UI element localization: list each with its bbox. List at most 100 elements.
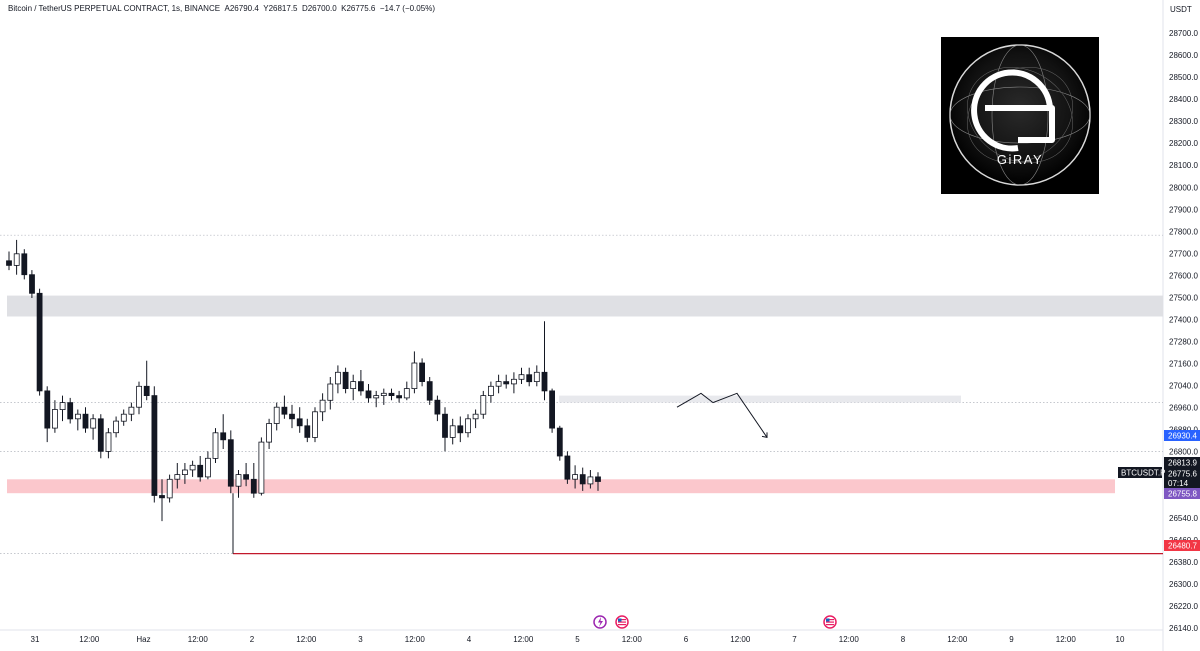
time-tick-label: 9	[1009, 635, 1014, 644]
price-tick-label: 27040.0	[1169, 382, 1198, 391]
candle	[357, 370, 364, 396]
candle	[120, 409, 127, 426]
candle	[373, 390, 380, 408]
time-tick-label: 4	[467, 635, 472, 644]
price-tick-label: 27700.0	[1169, 249, 1198, 258]
candle	[174, 463, 181, 489]
candle	[128, 402, 135, 422]
candle	[419, 358, 426, 387]
candle	[220, 414, 227, 449]
candle	[243, 463, 250, 487]
svg-text:26755.8: 26755.8	[1168, 490, 1197, 499]
price-axis-currency: USDT	[1170, 5, 1192, 14]
symbol-title[interactable]: Bitcoin / TetherUS PERPETUAL CONTRACT, 1…	[8, 4, 221, 13]
candle	[75, 409, 81, 431]
candle	[518, 367, 525, 384]
candle	[136, 381, 143, 415]
candle	[82, 407, 89, 433]
candle	[151, 386, 158, 503]
candle	[587, 470, 594, 489]
price-tick-label: 26540.0	[1169, 514, 1198, 523]
candle	[426, 377, 433, 405]
candle	[6, 251, 12, 271]
candle	[258, 437, 265, 496]
svg-text:GiRAY: GiRAY	[997, 152, 1043, 167]
time-tick-label: 12:00	[405, 635, 426, 644]
candles	[6, 239, 601, 522]
candle	[105, 428, 112, 459]
us-flag-event-icon-2[interactable]	[823, 615, 837, 629]
candle	[510, 372, 517, 394]
price-tick-label: 28300.0	[1169, 117, 1198, 126]
candle	[388, 388, 395, 401]
candle	[434, 395, 441, 422]
time-tick-label: 12:00	[79, 635, 100, 644]
time-tick-label: 12:00	[1056, 635, 1077, 644]
candle	[526, 367, 533, 387]
time-tick-label: 10	[1116, 635, 1125, 644]
candle	[273, 402, 280, 431]
giray-logo: GiRAY	[941, 37, 1099, 194]
time-tick-label: 7	[792, 635, 797, 644]
candle	[181, 463, 188, 484]
price-tick-label: 27800.0	[1169, 227, 1198, 236]
ohlc-close: K26775.6	[341, 4, 376, 13]
candle	[595, 472, 601, 491]
lightning-event-icon[interactable]	[593, 615, 607, 629]
candle	[319, 393, 326, 422]
candle	[380, 388, 387, 405]
candle	[227, 430, 234, 494]
candle	[572, 465, 578, 489]
time-tick-label: 2	[250, 635, 255, 644]
candle	[350, 374, 357, 401]
candle	[289, 404, 295, 429]
us-flag-event-icon[interactable]	[615, 615, 629, 629]
zone-gray	[7, 295, 1163, 317]
support-line	[232, 493, 1163, 555]
candle	[36, 288, 43, 396]
ohlc-change: −14.7 (−0.05%)	[379, 4, 435, 13]
candle	[250, 463, 257, 498]
candle	[403, 381, 410, 401]
candle	[44, 386, 51, 443]
chart-header: Bitcoin / TetherUS PERPETUAL CONTRACT, 1…	[8, 4, 435, 13]
candle	[304, 418, 311, 443]
candle	[411, 351, 418, 394]
time-tick-label: 8	[901, 635, 906, 644]
price-tick-label: 26220.0	[1169, 602, 1198, 611]
price-tag-red: 26480.7	[1164, 540, 1200, 551]
price-tick-label: 27900.0	[1169, 205, 1198, 214]
time-tick-label: 12:00	[839, 635, 860, 644]
price-tick-label: 28500.0	[1169, 73, 1198, 82]
symbol-tag: BTCUSDT.P	[1118, 467, 1165, 478]
candle	[579, 467, 586, 491]
candle	[266, 418, 273, 449]
time-tick-label: 12:00	[296, 635, 317, 644]
zone-pink	[7, 479, 1115, 494]
candle	[52, 400, 58, 433]
time-axis-labels[interactable]: 31 12:00 Haz 12:00 2 12:00 3 12:00 4 12:00 5 12:00 6…	[31, 635, 1125, 644]
projection-polyline	[676, 392, 768, 438]
ohlc-low: D26700.0	[301, 4, 337, 13]
candle	[189, 460, 196, 477]
candle	[90, 414, 97, 440]
svg-text:07:14: 07:14	[1168, 479, 1189, 488]
candle	[29, 270, 35, 298]
candle	[327, 377, 334, 410]
projection-path	[676, 392, 768, 439]
time-tick-label: 5	[575, 635, 580, 644]
zones	[7, 295, 1163, 494]
price-tick-label: 28200.0	[1169, 139, 1198, 148]
candle	[449, 418, 456, 445]
candle	[212, 428, 219, 463]
candle	[457, 416, 464, 443]
candle	[334, 365, 341, 394]
price-tick-label: 28000.0	[1169, 183, 1198, 192]
candle	[67, 397, 74, 424]
candle	[143, 360, 150, 401]
candle	[495, 374, 502, 394]
arrow-head-icon	[761, 432, 768, 439]
candle	[13, 239, 20, 275]
svg-text:BTCUSDT.P: BTCUSDT.P	[1121, 469, 1165, 478]
